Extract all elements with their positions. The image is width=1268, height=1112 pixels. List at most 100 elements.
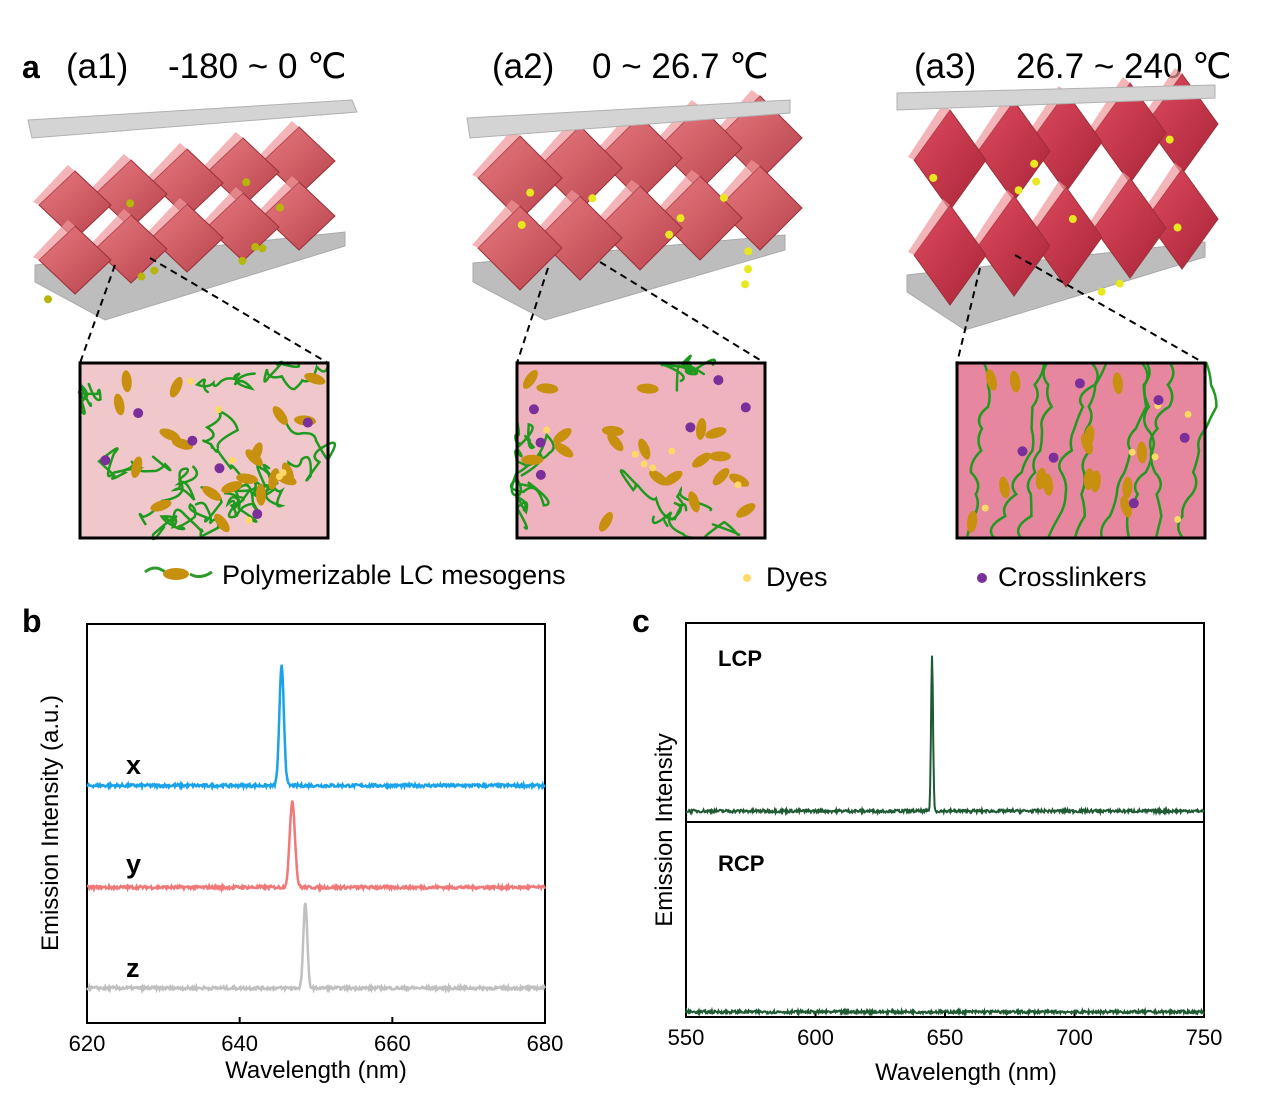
lc-cube-top-face: [89, 209, 131, 249]
series-line-x: [86, 664, 546, 792]
lc-cube-top-face: [472, 200, 520, 248]
mesogen: [729, 473, 750, 487]
molecular-network-insets: [77, 254, 1218, 541]
lc-cube-top-face: [908, 104, 950, 160]
lc-cube-top-face: [145, 198, 187, 238]
series-line-y: [87, 800, 547, 894]
dye: [279, 469, 287, 477]
dye-particle: [126, 199, 135, 208]
crosslinker: [1153, 395, 1164, 406]
zoom-dashed-line: [516, 267, 549, 364]
zoom-dashed-line: [956, 267, 981, 364]
chart-b-ylabel: Emission Intensity (a.u.): [37, 695, 64, 951]
dye-particle: [44, 295, 53, 304]
dye: [668, 447, 676, 455]
subpanel-a3-id: (a3): [914, 47, 976, 86]
lc-cube-top-face: [532, 120, 580, 168]
lc-cube-top-face: [652, 170, 700, 218]
dye: [187, 377, 195, 385]
mesogen: [736, 503, 756, 518]
mesogen: [692, 452, 711, 468]
dye-particle: [275, 203, 284, 212]
lc-cube-top-face: [1140, 163, 1182, 219]
lc-cube-top-face: [201, 187, 243, 227]
series-label-z: z: [126, 953, 140, 983]
mesogen: [159, 428, 181, 441]
chart-b: 620 640 660 680 x y z Wavelength (nm) Emiss…: [37, 623, 564, 1084]
dye-particle: [137, 272, 146, 281]
mesogen: [705, 427, 727, 439]
structure-a2: [466, 90, 803, 321]
chart-c-tick-label: 600: [797, 1025, 834, 1050]
chart-b-tick-label: 620: [69, 1031, 106, 1056]
dye-particle: [665, 230, 674, 239]
crosslinker: [1128, 498, 1139, 509]
polymer-chain: [1148, 361, 1175, 540]
inset-frame: [955, 361, 1207, 540]
inset-frame: [515, 361, 767, 540]
mesogen: [648, 470, 668, 486]
polymer-chain: [138, 465, 199, 526]
chart-b-tick-label: 640: [221, 1031, 258, 1056]
mesogen: [255, 483, 266, 506]
lc-cube-top-face: [592, 180, 640, 228]
polymer-chain: [1177, 361, 1218, 540]
subplot-label-lcp: LCP: [718, 646, 762, 671]
mesogen: [121, 370, 132, 393]
lc-cube-top-face: [1024, 181, 1066, 237]
dye-particle: [744, 265, 753, 274]
crosslinker: [1074, 378, 1085, 389]
mesogen: [1081, 433, 1093, 455]
zoom-dashed-line: [1014, 254, 1205, 364]
crosslinker: [252, 509, 263, 520]
mesogen: [250, 442, 263, 464]
polymer-chain: [194, 372, 256, 394]
dye-particle: [1097, 287, 1106, 296]
legend-label-crosslinkers: Crosslinkers: [998, 562, 1147, 592]
mesogen: [607, 433, 624, 452]
dye: [1174, 515, 1182, 523]
dye: [1184, 410, 1192, 418]
lc-cube-top-face: [972, 190, 1014, 246]
mesogen: [214, 513, 230, 533]
dye-particle: [1068, 215, 1077, 224]
dye-particle: [719, 193, 728, 202]
crosslinker: [685, 422, 696, 433]
chart-b-tick-label: 660: [374, 1031, 411, 1056]
chart-b-tick-label: 680: [527, 1031, 564, 1056]
lc-cube-top-face: [972, 95, 1014, 151]
chart-b-xlabel: Wavelength (nm): [225, 1057, 407, 1084]
dye-particle: [238, 256, 247, 265]
top-plate: [896, 84, 1216, 111]
polymer-chain: [223, 487, 258, 523]
dye: [631, 450, 639, 458]
dye-dot-icon: [743, 574, 751, 582]
subpanel-a1-range: -180 ~ 0 ℃: [168, 47, 346, 86]
zoom-dashed-line: [149, 257, 329, 364]
dye: [1128, 448, 1136, 456]
inset-a2: [509, 261, 767, 540]
chart-b-frame: [86, 623, 546, 1024]
polymer-chain: [151, 501, 221, 541]
mesogen: [1009, 370, 1021, 393]
dye-particle: [258, 244, 267, 253]
mesogen: [1136, 441, 1148, 464]
mesogen: [636, 383, 659, 394]
inset-background: [957, 363, 1205, 538]
mesogen: [966, 510, 978, 533]
lc-cube-top-face: [257, 176, 299, 216]
polymer-chain: [989, 361, 1046, 540]
polymer-chain: [1046, 361, 1099, 540]
dye-particle: [741, 280, 750, 289]
mesogen: [169, 376, 183, 398]
crosslinker: [1048, 452, 1059, 463]
dye-particle: [150, 266, 159, 275]
polymer-chain: [965, 361, 991, 540]
structure-a1: [27, 99, 358, 321]
mesogen: [999, 476, 1010, 499]
series-line-z: [85, 902, 547, 995]
series-line-lcp: [685, 655, 1205, 817]
mesogen: [554, 442, 574, 458]
mesogen: [236, 473, 258, 484]
panel-label-a: a: [22, 49, 40, 85]
